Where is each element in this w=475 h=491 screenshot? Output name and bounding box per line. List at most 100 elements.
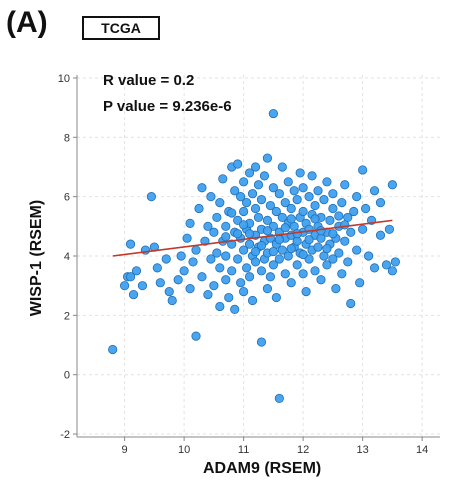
x-axis-title: ADAM9 (RSEM) [203, 460, 322, 477]
data-point [304, 235, 314, 245]
data-point [298, 206, 308, 217]
data-point [209, 227, 219, 237]
data-point [292, 260, 302, 270]
data-point [239, 220, 249, 230]
data-point [280, 197, 290, 208]
data-point [355, 278, 365, 288]
data-point [250, 162, 261, 172]
fit-line [112, 219, 393, 257]
data-point [346, 298, 356, 309]
data-point [239, 206, 249, 217]
data-point [212, 248, 222, 258]
data-point [236, 192, 246, 202]
data-point [167, 295, 177, 306]
data-point [328, 254, 338, 264]
data-point [221, 221, 231, 231]
data-point [304, 192, 314, 202]
y-axis-title: WISP-1 (RSEM) [28, 199, 45, 317]
data-point [221, 232, 231, 242]
fit-layer [112, 219, 393, 257]
data-point [256, 337, 267, 347]
data-point [227, 266, 237, 276]
data-point [215, 263, 225, 273]
data-point [262, 153, 273, 163]
data-point [212, 212, 222, 223]
data-point [137, 281, 148, 291]
data-point [387, 266, 397, 276]
data-point [239, 177, 249, 187]
data-point [230, 304, 240, 315]
data-point [337, 269, 347, 279]
data-point [310, 200, 320, 211]
data-point [256, 241, 267, 251]
data-point [108, 344, 118, 355]
data-point [164, 287, 174, 297]
x-tick-label: 13 [357, 444, 369, 456]
data-point [227, 239, 237, 249]
data-point [301, 287, 311, 297]
data-point [125, 272, 136, 282]
y-tick-label: 2 [64, 310, 70, 322]
data-point [253, 180, 264, 190]
data-point [286, 243, 296, 254]
data-point [334, 211, 344, 221]
data-point [363, 251, 374, 261]
x-tick-label: 10 [178, 444, 190, 456]
data-point [244, 229, 255, 239]
data-point [256, 266, 267, 276]
data-point [274, 393, 284, 404]
data-point [268, 260, 278, 270]
data-point [286, 203, 296, 214]
data-point [206, 254, 216, 264]
x-tick-label: 12 [297, 444, 309, 456]
x-tick-label: 11 [238, 444, 249, 456]
data-point [375, 230, 386, 240]
y-tick-label: 0 [64, 370, 70, 382]
data-point [280, 223, 290, 233]
data-point [384, 224, 395, 234]
data-point [221, 251, 231, 261]
x-tick-label: 14 [416, 444, 428, 456]
data-point [155, 278, 165, 288]
data-point [224, 292, 234, 303]
y-tick-label: 10 [58, 73, 70, 85]
data-point [259, 171, 270, 181]
data-point [253, 212, 264, 223]
data-point [233, 159, 243, 169]
data-point [390, 257, 400, 267]
y-tick-label: 8 [64, 132, 70, 144]
data-point [268, 108, 278, 119]
data-point [131, 266, 142, 276]
data-point [274, 235, 284, 245]
data-point [280, 269, 290, 279]
data-point [161, 254, 171, 264]
data-point [271, 292, 281, 303]
data-point [233, 229, 243, 239]
data-point [328, 229, 338, 239]
data-point [277, 245, 287, 255]
r-value-text: R value = 0.2 [103, 72, 195, 89]
data-point [271, 206, 281, 217]
y-tick-label: 6 [64, 192, 70, 204]
data-point [250, 246, 261, 257]
data-point [298, 183, 308, 193]
data-point [343, 257, 353, 267]
data-point [233, 254, 243, 264]
grid-layer [77, 75, 440, 437]
data-point [268, 246, 278, 257]
data-point [146, 192, 156, 202]
data-point [310, 266, 320, 276]
data-point [241, 263, 252, 273]
data-point [188, 257, 198, 267]
y-tick-label: 4 [64, 251, 70, 263]
data-point [322, 260, 332, 270]
data-point [239, 245, 249, 255]
data-point [328, 189, 338, 199]
data-point [250, 203, 261, 214]
data-point [322, 243, 332, 254]
data-point [262, 226, 273, 236]
data-point [262, 284, 273, 294]
p-value-text: P value = 9.236e-6 [103, 98, 232, 115]
dataset-tag: TCGA [82, 16, 160, 40]
